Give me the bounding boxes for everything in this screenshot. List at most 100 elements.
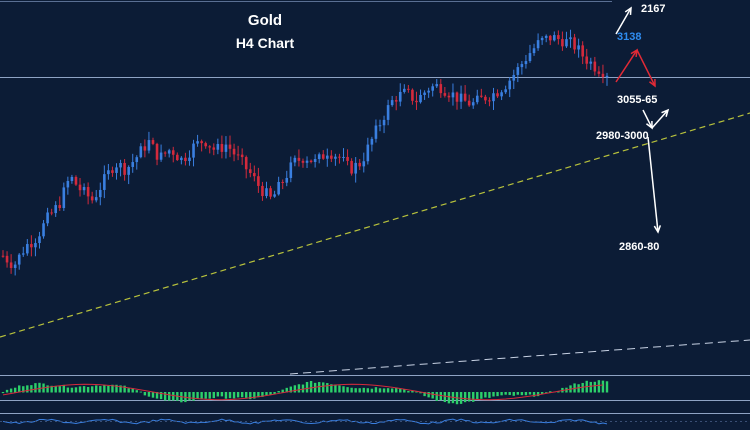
- arrow-red-down: [636, 49, 656, 87]
- macd-histogram-bar: [395, 387, 398, 393]
- macd-histogram-bar: [423, 392, 426, 397]
- candle-body: [200, 141, 203, 144]
- macd-histogram-bar: [66, 387, 70, 393]
- candle-body: [236, 154, 240, 156]
- macd-histogram-bar: [46, 385, 49, 393]
- macd-histogram-bar: [155, 392, 159, 399]
- candle-body: [147, 140, 151, 151]
- indicator-pane: [0, 380, 750, 425]
- macd-histogram-bar: [50, 385, 53, 393]
- candle-body: [435, 84, 439, 87]
- rising-trendline: [0, 112, 750, 338]
- macd-histogram-bar: [577, 384, 580, 393]
- macd-histogram-bar: [257, 392, 260, 398]
- candle-body: [415, 100, 418, 103]
- macd-histogram-bar: [354, 388, 357, 393]
- candle-body: [204, 143, 207, 147]
- candle-body: [467, 100, 471, 106]
- candle-body: [536, 40, 540, 49]
- candle-body: [342, 156, 345, 158]
- candle-body: [21, 253, 25, 255]
- candle-body: [171, 150, 175, 155]
- macd-histogram-bar: [236, 392, 240, 398]
- arrow-white-down: [642, 109, 653, 129]
- candle-body: [70, 176, 74, 181]
- candle-body: [548, 35, 552, 41]
- candle-body: [431, 86, 434, 91]
- macd-histogram-bar: [415, 391, 418, 393]
- candle-body: [411, 89, 414, 101]
- macd-histogram-bar: [1, 392, 5, 394]
- macd-histogram-bar: [115, 384, 118, 393]
- candle-body: [228, 144, 232, 149]
- macd-histogram-bar: [95, 385, 98, 393]
- macd-histogram-bar: [228, 392, 232, 399]
- macd-histogram-bar: [293, 385, 297, 393]
- macd-histogram-bar: [123, 385, 126, 393]
- candle-body: [524, 61, 528, 65]
- macd-histogram-bar: [382, 388, 386, 393]
- candle-body: [366, 144, 370, 162]
- candle-body: [94, 197, 98, 201]
- arrow-to-lower-target: [647, 136, 659, 233]
- candle-body: [394, 100, 398, 102]
- candle-body: [589, 61, 593, 64]
- macd-histogram-bar: [9, 388, 13, 393]
- candle-body: [390, 100, 394, 106]
- macd-histogram-bar: [90, 386, 94, 393]
- candle-body: [119, 162, 122, 168]
- macd-histogram-bar: [403, 389, 406, 393]
- macd-histogram-bar: [435, 392, 438, 401]
- candle-body: [605, 75, 609, 77]
- candle-body: [463, 93, 467, 101]
- candle-body: [167, 150, 171, 154]
- macd-histogram-bar: [103, 384, 106, 393]
- macd-histogram-bar: [358, 388, 361, 393]
- candle-body: [520, 64, 524, 68]
- macd-histogram-bar: [107, 385, 110, 393]
- macd-histogram-bar: [172, 392, 175, 401]
- candle-body: [581, 45, 584, 57]
- arrow-red-down-head: [648, 78, 656, 88]
- macd-histogram-bar: [472, 392, 475, 402]
- candle-body: [90, 196, 94, 201]
- candle-body: [159, 152, 163, 160]
- candle-body: [13, 264, 17, 268]
- candle-body: [54, 205, 57, 214]
- candle-body: [313, 158, 317, 162]
- candle-body: [34, 243, 37, 248]
- macd-histogram-bar: [253, 392, 256, 399]
- macd-histogram-bar: [528, 392, 532, 395]
- macd-histogram-bar: [269, 392, 272, 395]
- candle-body: [277, 181, 280, 195]
- candle-body: [301, 160, 305, 163]
- candle-body: [471, 102, 475, 106]
- candle-body: [265, 188, 268, 197]
- macd-histogram-bar: [386, 388, 390, 393]
- candle-body: [285, 177, 289, 183]
- candle-body: [516, 67, 520, 75]
- arrow-white-up-head: [661, 108, 670, 117]
- macd-histogram-bar: [273, 392, 276, 395]
- macd-signal-line: [2, 383, 603, 401]
- candle-body: [492, 93, 495, 102]
- candle-body: [58, 205, 62, 209]
- macd-histogram-bar: [378, 388, 382, 393]
- candle-body: [370, 138, 374, 145]
- candle-body: [30, 244, 33, 248]
- macd-histogram-bar: [78, 386, 82, 393]
- candle-body: [398, 91, 402, 102]
- macd-histogram-bar: [22, 386, 25, 393]
- candle-body: [184, 157, 187, 162]
- candle-body: [269, 188, 272, 197]
- candle-body: [62, 187, 66, 209]
- annotation-label: 2167: [641, 3, 665, 15]
- macd-histogram-bar: [297, 384, 301, 393]
- macd-histogram-bar: [127, 388, 130, 393]
- macd-histogram-bar: [224, 392, 228, 399]
- macd-histogram-bar: [18, 385, 21, 393]
- candle-body: [480, 95, 483, 97]
- candle-body: [544, 35, 548, 38]
- candle-body: [42, 223, 45, 237]
- candle-body: [98, 189, 102, 198]
